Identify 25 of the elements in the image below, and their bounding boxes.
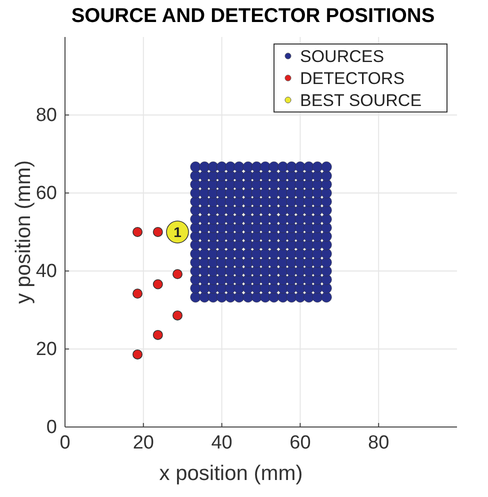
point [172,310,183,320]
chart-title: SOURCE AND DETECTOR POSITIONS [71,5,435,27]
x-tick-label: 20 [132,432,154,454]
legend-label: BEST SOURCE [300,91,422,110]
x-tick-label: 0 [60,432,70,454]
point [132,288,143,299]
point [152,330,163,340]
annotation: 1 [174,224,182,240]
point [152,279,163,290]
y-tick-label: 60 [36,183,57,204]
y-axis-title: y position (mm) [12,160,35,304]
y-tick-label: 40 [36,261,57,282]
x-tick-label: 60 [290,432,311,454]
x-tick-label: 80 [368,432,390,454]
y-tick-label: 20 [36,339,57,360]
point [132,349,143,360]
y-tick-label: 0 [46,417,57,438]
point [172,269,183,280]
point [132,227,143,237]
x-axis-title: x position (mm) [159,462,303,485]
point [152,227,163,237]
x-tick-label: 40 [211,432,232,454]
legend-label: SOURCES [300,47,384,66]
y-tick-label: 80 [36,105,57,126]
legend-label: DETECTORS [300,69,405,88]
